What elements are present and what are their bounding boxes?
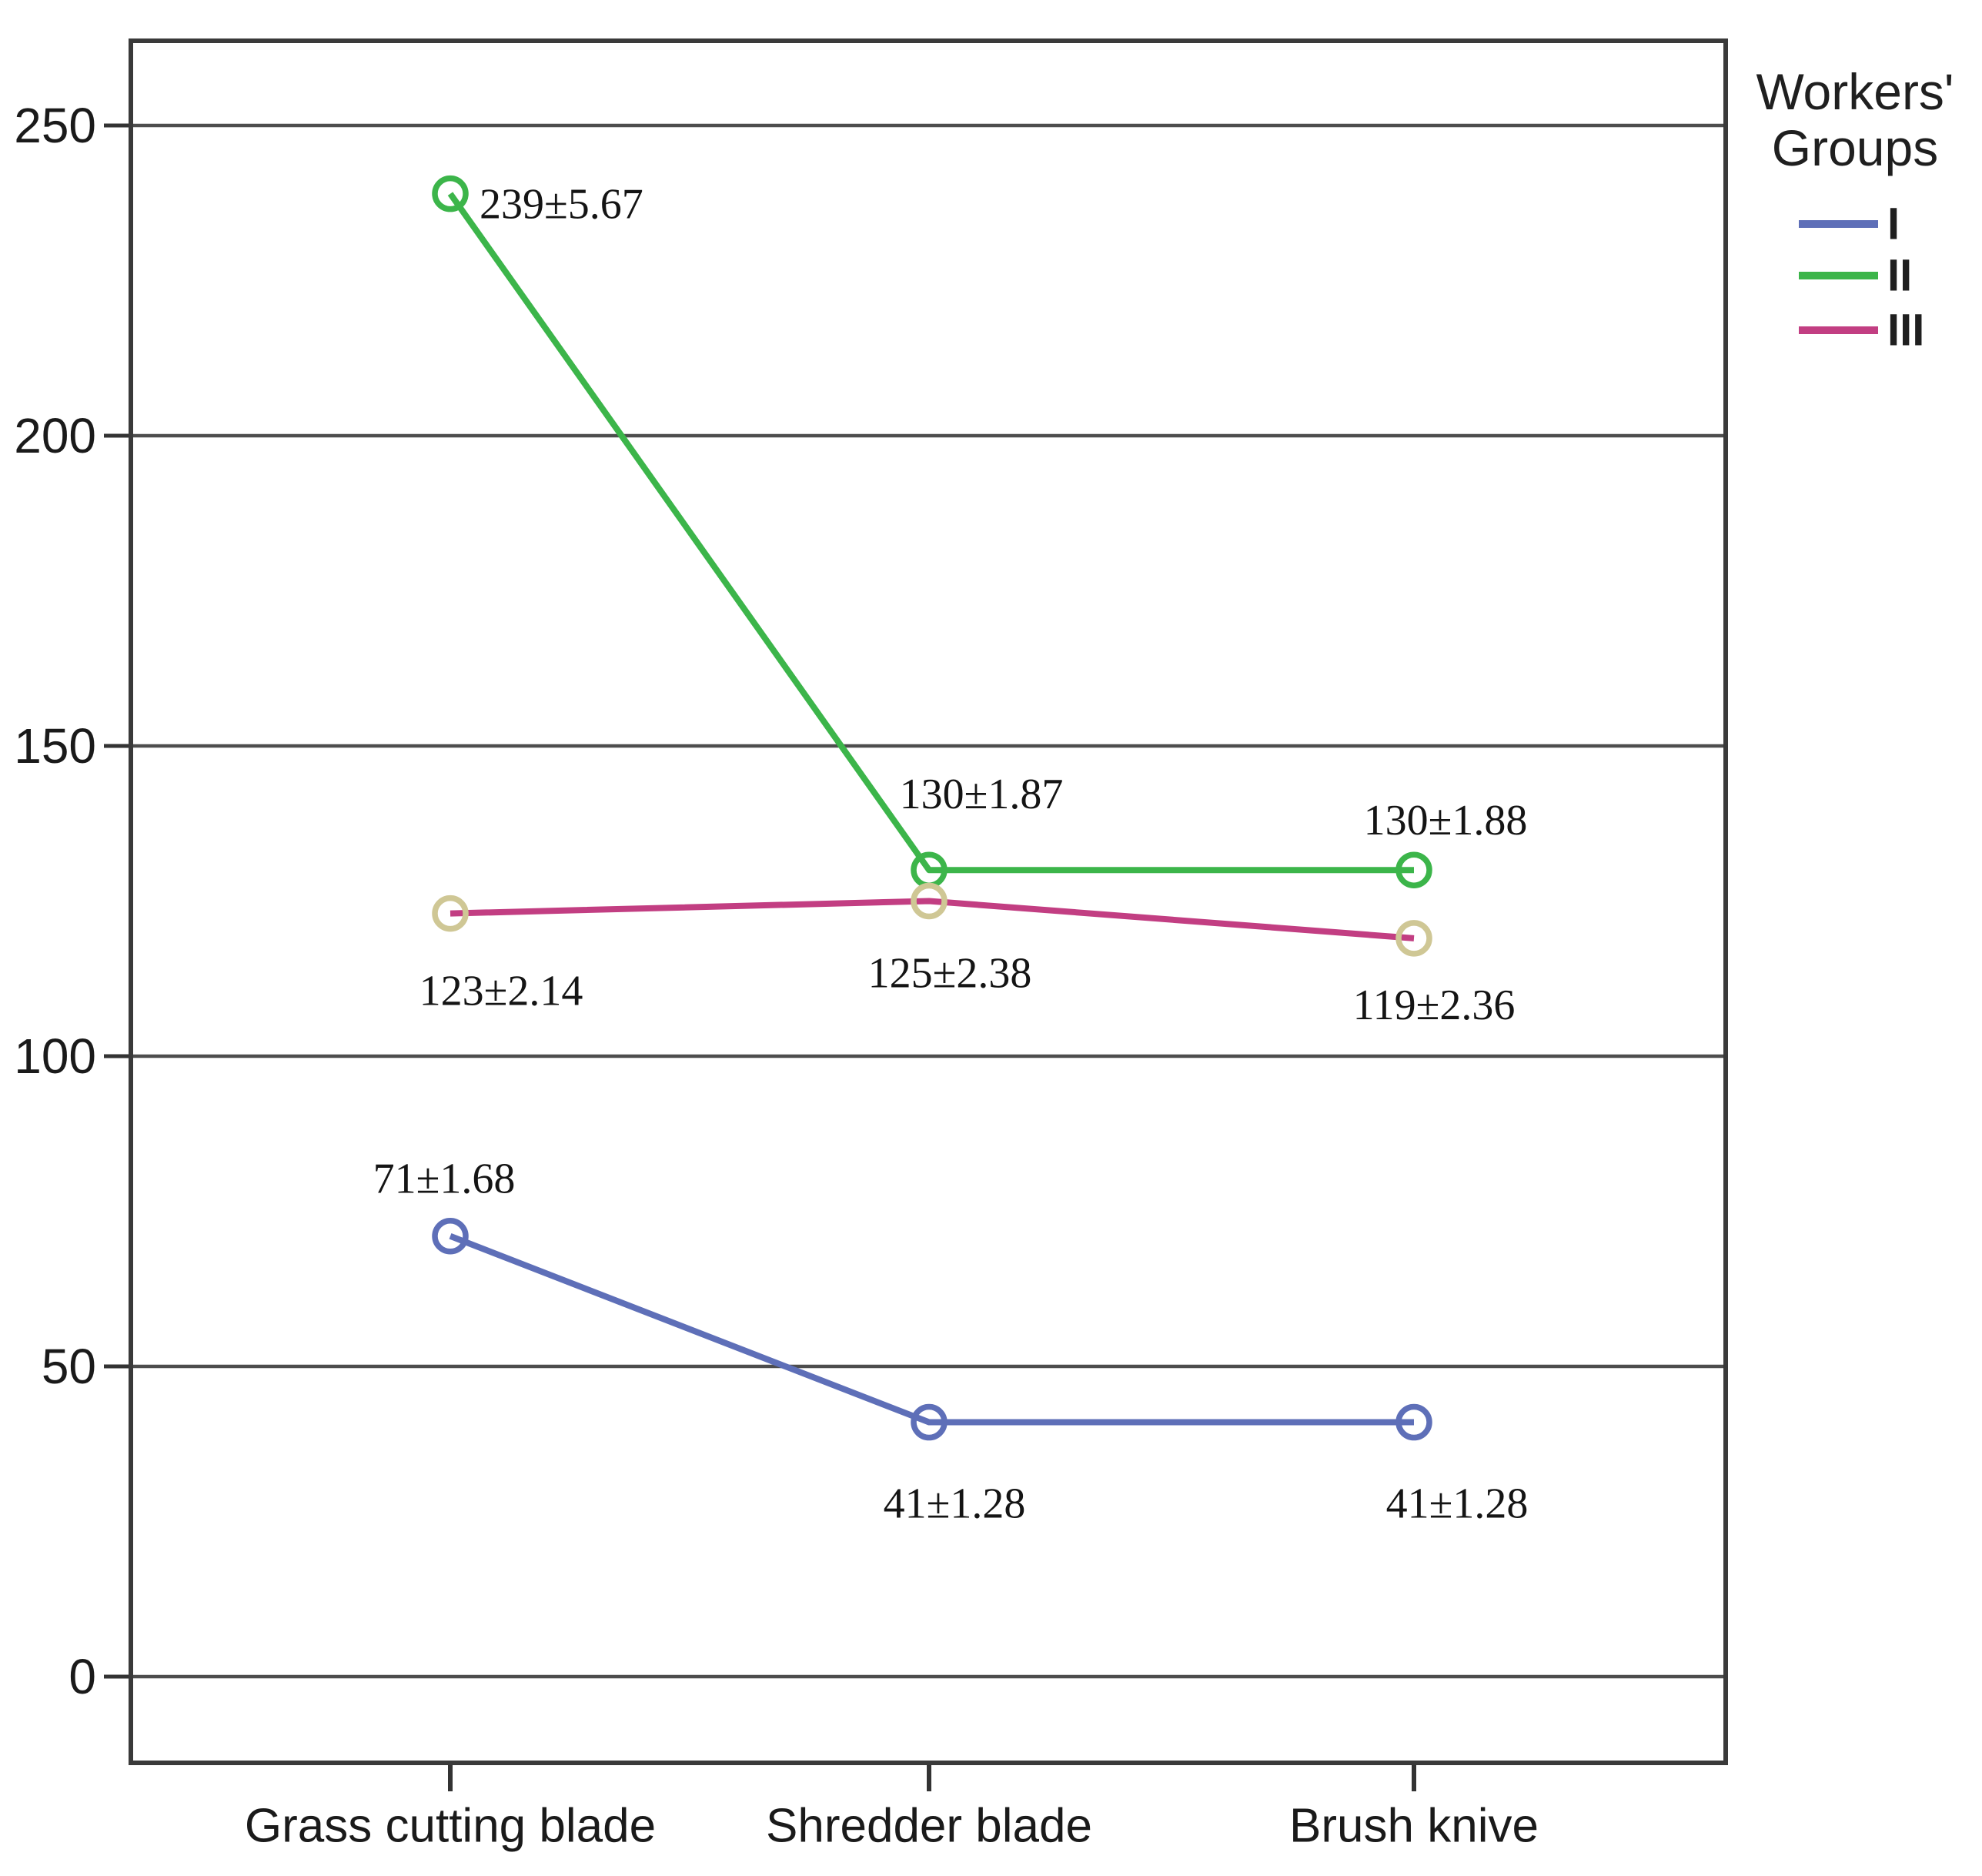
- data-point-marker-I: [911, 1403, 948, 1441]
- legend-label-II: II: [1887, 251, 1912, 301]
- data-point-label: 41±1.28: [884, 1480, 1026, 1528]
- data-point-label: 130±1.88: [1364, 797, 1528, 844]
- data-point-label: 71±1.68: [373, 1155, 516, 1203]
- legend-title-line1: Workers': [1756, 63, 1954, 120]
- data-point-label: 119±2.36: [1353, 981, 1516, 1029]
- y-tick-label: 100: [14, 1028, 96, 1084]
- data-point-marker-III: [1395, 920, 1432, 957]
- legend-label-I: I: [1887, 199, 1900, 249]
- y-tick-label: 0: [69, 1649, 96, 1704]
- series-line-III: [450, 898, 1415, 941]
- legend-label-III: III: [1887, 306, 1924, 356]
- data-point-marker-I: [1395, 1403, 1432, 1441]
- data-point-marker-II: [1395, 851, 1432, 888]
- series-line-II: [447, 192, 1414, 874]
- x-category-label: Grass cutting blade: [245, 1800, 656, 1853]
- data-point-label: 41±1.28: [1386, 1480, 1529, 1528]
- data-point-label: 123±2.14: [419, 968, 583, 1015]
- data-point-marker-III: [911, 882, 948, 920]
- x-category-label: Shredder blade: [766, 1800, 1092, 1853]
- y-tick-label: 200: [14, 408, 96, 463]
- series-line-I: [449, 1233, 1414, 1426]
- data-point-marker-III: [432, 895, 469, 932]
- y-tick-label: 250: [14, 98, 96, 153]
- y-tick-label: 50: [42, 1339, 96, 1394]
- legend-title-line2: Groups: [1772, 119, 1938, 176]
- data-point-label: 239±5.67: [480, 181, 643, 229]
- x-category-label: Brush knive: [1289, 1800, 1539, 1853]
- data-point-marker-II: [432, 175, 469, 212]
- y-tick-label: 150: [14, 718, 96, 774]
- data-point-marker-I: [432, 1217, 469, 1255]
- data-point-label: 130±1.87: [900, 771, 1064, 818]
- data-point-label: 125±2.38: [868, 950, 1032, 998]
- plot-frame: [129, 38, 1728, 1765]
